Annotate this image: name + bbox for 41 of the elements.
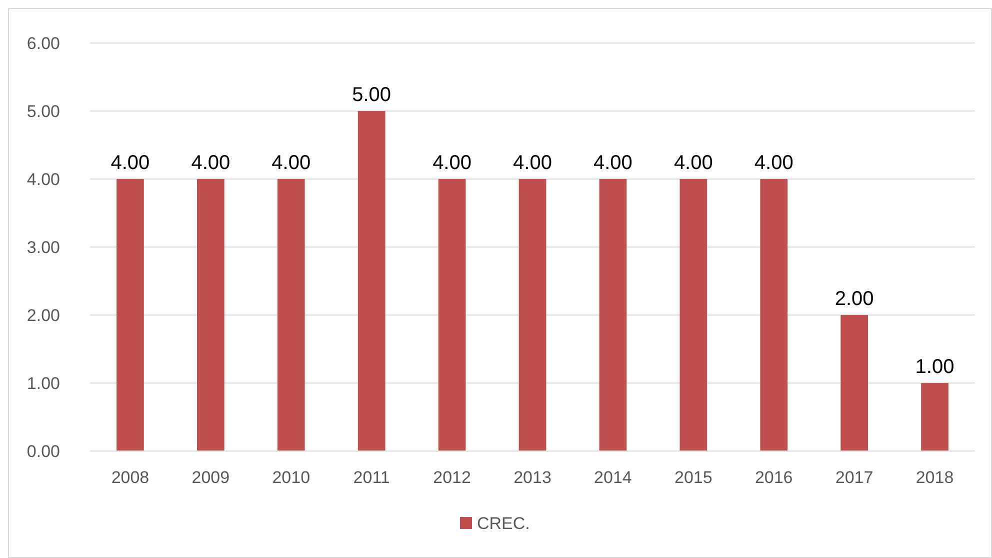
bar (680, 179, 708, 451)
data-label: 5.00 (352, 84, 392, 106)
bar (116, 179, 144, 451)
data-label: 4.00 (593, 152, 632, 174)
bar (358, 111, 386, 451)
data-label: 4.00 (272, 152, 311, 174)
bar (197, 179, 224, 451)
y-tick-label: 5.00 (26, 102, 60, 121)
bar (921, 383, 948, 451)
legend-label: CREC. (477, 514, 530, 533)
x-tick-label: 2011 (353, 468, 390, 487)
y-tick-label: 0.00 (26, 442, 60, 461)
bar (599, 179, 627, 451)
x-tick-label: 2014 (594, 468, 632, 487)
data-label: 4.00 (191, 152, 230, 174)
x-tick-label: 2015 (674, 468, 712, 487)
y-tick-label: 2.00 (26, 306, 60, 325)
x-tick-label: 2013 (514, 468, 552, 487)
x-tick-label: 2017 (835, 468, 874, 487)
data-label: 4.00 (110, 152, 150, 174)
bar (438, 179, 466, 451)
y-tick-label: 4.00 (26, 170, 60, 189)
data-label: 4.00 (674, 152, 713, 174)
bar (277, 179, 305, 451)
x-tick-label: 2018 (916, 468, 954, 487)
data-label: 2.00 (834, 288, 874, 310)
bar (760, 179, 788, 451)
x-tick-label: 2009 (192, 468, 230, 487)
y-tick-label: 3.00 (26, 238, 60, 257)
x-tick-label: 2008 (111, 468, 150, 487)
data-label: 4.00 (754, 152, 794, 174)
x-tick-label: 2016 (754, 468, 793, 487)
data-label: 4.00 (513, 152, 552, 174)
bar (840, 315, 868, 451)
data-label: 1.00 (915, 356, 954, 378)
x-tick-label: 2010 (272, 468, 310, 487)
y-tick-label: 6.00 (26, 34, 60, 53)
data-label: 4.00 (432, 152, 472, 174)
x-tick-label: 2012 (433, 468, 471, 487)
bar (518, 179, 546, 451)
y-tick-label: 1.00 (26, 374, 60, 393)
